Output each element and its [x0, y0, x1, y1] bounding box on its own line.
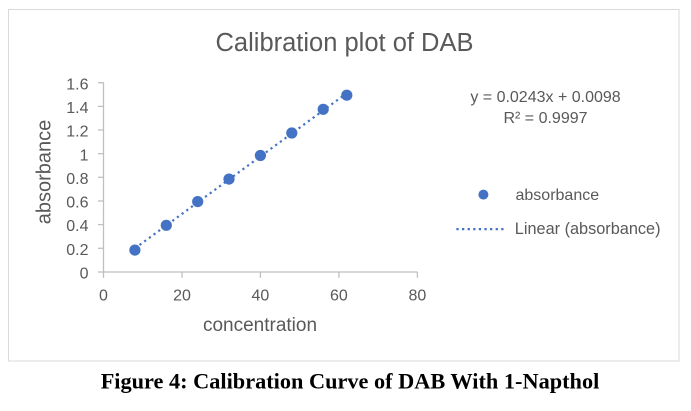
svg-text:0: 0 [80, 266, 89, 283]
svg-text:1.4: 1.4 [66, 100, 88, 117]
svg-text:Linear (absorbance): Linear (absorbance) [515, 220, 661, 238]
svg-text:1: 1 [80, 147, 89, 164]
svg-text:y = 0.0243x + 0.0098: y = 0.0243x + 0.0098 [470, 89, 620, 106]
svg-text:absorbance: absorbance [34, 120, 56, 225]
svg-text:0.8: 0.8 [66, 171, 88, 188]
svg-text:0.2: 0.2 [66, 242, 88, 259]
svg-text:absorbance: absorbance [516, 187, 600, 204]
svg-text:Figure 4: Calibration Curve of: Figure 4: Calibration Curve of DAB With … [101, 369, 600, 394]
svg-text:1.6: 1.6 [66, 76, 88, 93]
svg-text:80: 80 [409, 288, 427, 305]
svg-text:20: 20 [173, 288, 191, 305]
svg-text:0.6: 0.6 [66, 195, 88, 212]
svg-text:0: 0 [99, 288, 108, 305]
svg-text:Calibration plot of DAB: Calibration plot of DAB [216, 29, 474, 57]
svg-text:60: 60 [330, 288, 348, 305]
svg-text:1.2: 1.2 [66, 124, 88, 141]
svg-text:0.4: 0.4 [66, 218, 88, 235]
svg-text:concentration: concentration [203, 315, 317, 336]
svg-text:40: 40 [252, 288, 270, 305]
svg-text:R² = 0.9997: R² = 0.9997 [503, 110, 587, 127]
